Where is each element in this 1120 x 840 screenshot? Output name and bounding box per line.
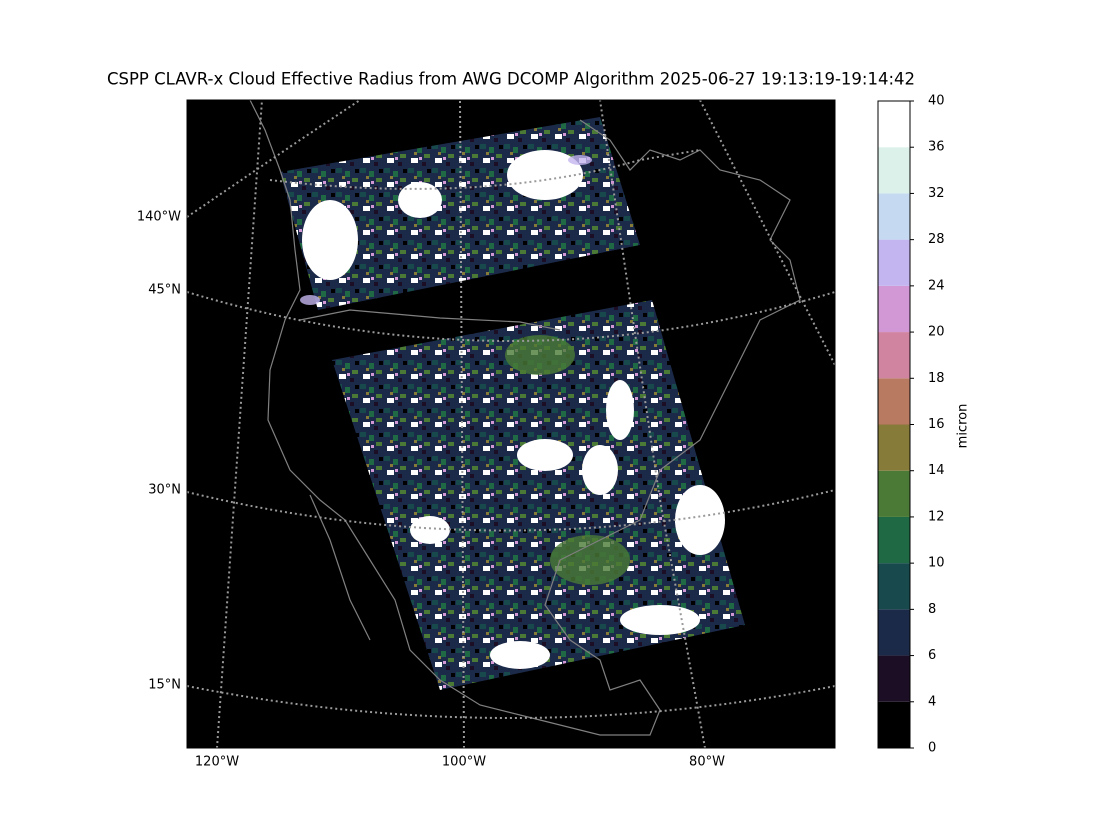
colorbar-segment bbox=[878, 332, 910, 379]
colorbar-segment bbox=[878, 424, 910, 471]
colorbar-segment bbox=[878, 378, 910, 425]
cloud-blobs bbox=[302, 150, 725, 669]
lon-label: 80°W bbox=[689, 755, 725, 770]
colorbar-segment bbox=[878, 655, 910, 702]
colorbar-tick-label: 0 bbox=[928, 741, 936, 756]
cloud-blobs bbox=[300, 155, 592, 305]
colorbar: 0 4 6 8 10 12 14 16 18 20 24 28 32 36 40 bbox=[877, 94, 945, 756]
colorbar-tick-label: 36 bbox=[928, 140, 945, 155]
graticule bbox=[186, 489, 836, 532]
colorbar-tick-label: 12 bbox=[928, 509, 945, 524]
colorbar-segment bbox=[878, 285, 910, 333]
lon-label: 100°W bbox=[442, 755, 486, 770]
lat-label: 30°N bbox=[148, 483, 181, 498]
map bbox=[186, 99, 836, 749]
colorbar-tick-label: 8 bbox=[928, 602, 936, 617]
coastline bbox=[249, 99, 801, 736]
colorbar-tick-label: 10 bbox=[928, 556, 945, 571]
colorbar-tick-label: 18 bbox=[928, 371, 945, 386]
lat-label: 45°N bbox=[148, 283, 181, 298]
graticule bbox=[599, 99, 706, 749]
colorbar-tick-label: 40 bbox=[928, 94, 945, 109]
graticule bbox=[186, 99, 361, 218]
swath bbox=[332, 300, 745, 690]
colorbar-tick-label: 28 bbox=[928, 232, 945, 247]
lat-label: 15°N bbox=[148, 678, 181, 693]
colorbar-tick-label: 6 bbox=[928, 648, 936, 663]
map-frame bbox=[186, 99, 836, 749]
colorbar-segment bbox=[878, 193, 910, 240]
lon-label: 140°W bbox=[137, 210, 181, 225]
colorbar-segment bbox=[878, 701, 910, 748]
colorbar-segment bbox=[878, 239, 910, 286]
graticule bbox=[216, 99, 263, 749]
graticule bbox=[459, 99, 465, 749]
graticule bbox=[269, 149, 701, 190]
border bbox=[299, 309, 561, 331]
colorbar-segment bbox=[878, 101, 910, 148]
colorbar-tick-label: 4 bbox=[928, 694, 936, 709]
colorbar-segment bbox=[878, 147, 910, 194]
colorbar-tick-label: 14 bbox=[928, 463, 945, 478]
colorbar-tick-label: 16 bbox=[928, 417, 945, 432]
colorbar-segment bbox=[878, 470, 910, 517]
colorbar-tick-label: 20 bbox=[928, 325, 945, 340]
lon-label: 120°W bbox=[195, 755, 239, 770]
colorbar-tick-label: 32 bbox=[928, 186, 945, 201]
cloud-blobs bbox=[505, 335, 630, 585]
colorbar-segment bbox=[878, 609, 910, 656]
title: CSPP CLAVR-x Cloud Effective Radius from… bbox=[107, 70, 915, 89]
colorbar-segment bbox=[878, 516, 910, 564]
graticule bbox=[186, 685, 836, 719]
colorbar-tick-label: 24 bbox=[928, 278, 945, 293]
colorbar-segment bbox=[878, 563, 910, 610]
colorbar-label: micron bbox=[956, 404, 971, 449]
